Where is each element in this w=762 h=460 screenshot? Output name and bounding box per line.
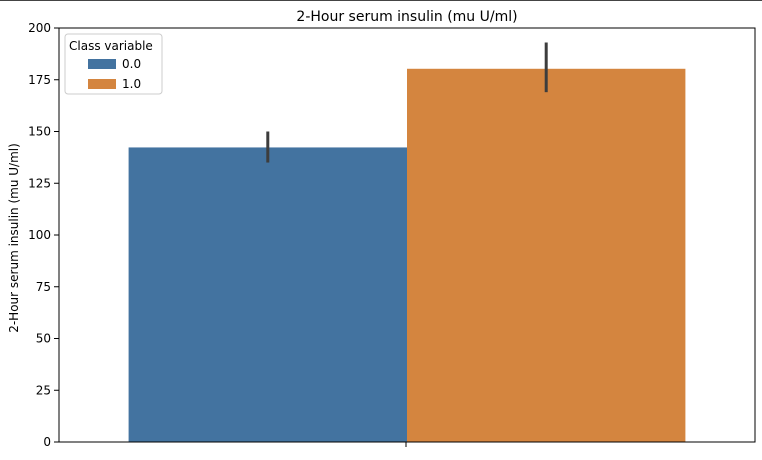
legend-label-1.0: 1.0	[122, 77, 141, 91]
legend-title: Class variable	[69, 39, 153, 53]
window-top-border	[0, 0, 762, 1]
y-tick-label: 75	[36, 280, 51, 294]
legend-items: 0.01.0	[88, 57, 141, 91]
y-tick-label: 50	[36, 332, 51, 346]
legend: Class variable 0.01.0	[64, 33, 163, 95]
y-tick-label: 175	[28, 73, 51, 87]
y-tick-label: 150	[28, 125, 51, 139]
chart-title: 2-Hour serum insulin (mu U/ml)	[296, 9, 517, 25]
legend-label-0.0: 0.0	[122, 57, 141, 71]
y-tick-label: 100	[28, 228, 51, 242]
bar-class-0.0	[128, 147, 407, 442]
bar-class-1.0	[407, 68, 686, 443]
legend-swatch-1.0	[88, 79, 116, 89]
bars-group	[128, 68, 686, 443]
y-tick-label: 0	[43, 435, 51, 449]
plot-area-frame	[58, 27, 756, 443]
y-tick-label: 200	[28, 21, 51, 35]
y-tick-label: 25	[36, 383, 51, 397]
y-axis-label: 2-Hour serum insulin (mu U/ml)	[7, 143, 21, 333]
legend-swatch-0.0	[88, 59, 116, 69]
error-bars-group	[266, 42, 548, 163]
y-axis-ticks: 0 25 50 75 100 125 150 175 200	[28, 21, 59, 449]
y-tick-label: 125	[28, 176, 51, 190]
